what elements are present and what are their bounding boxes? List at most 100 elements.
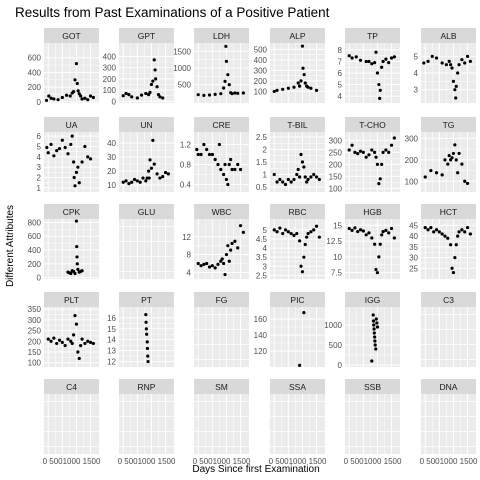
facet-strip-label: GOT (62, 31, 80, 41)
y-tick-label: 0.5 (256, 183, 268, 192)
data-point (64, 344, 67, 347)
data-point (312, 173, 315, 176)
data-point (281, 232, 284, 235)
facet-panel-pic: PIC120140160 (254, 292, 325, 367)
facet-strip-label: GPT (138, 31, 155, 41)
data-point (57, 98, 60, 101)
facet-strip-label: IGG (365, 295, 381, 305)
data-point (80, 97, 83, 100)
data-point (306, 232, 309, 235)
data-point (216, 163, 219, 166)
data-point (301, 45, 304, 48)
data-point (153, 162, 156, 165)
x-tick-labels: 0 5001000 1500 (344, 457, 402, 466)
data-point (381, 230, 384, 233)
data-point (426, 60, 429, 63)
facet-strip-label: CRE (213, 120, 231, 130)
data-point (318, 178, 321, 181)
y-tick-label: 16 (107, 314, 116, 323)
y-tick-label: 8 (338, 46, 343, 55)
data-point (75, 323, 78, 326)
data-point (273, 90, 276, 93)
y-tick-label: 10 (333, 253, 342, 262)
data-point (127, 93, 130, 96)
y-tick-label: 35 (409, 243, 418, 252)
data-point (69, 143, 72, 146)
y-tick-label: 3 (414, 86, 419, 95)
facet-panel-got: GOT 0 200 400 600 (28, 28, 99, 107)
data-point (374, 347, 377, 350)
data-point (199, 153, 202, 156)
data-point (373, 243, 376, 246)
data-point (155, 172, 158, 175)
data-point (284, 183, 287, 186)
data-point (298, 175, 301, 178)
data-point (144, 179, 147, 182)
facet-panels: GOT0200400600GPT0100200300400LDH50010001… (28, 28, 478, 466)
data-point (373, 339, 376, 342)
data-point (292, 178, 295, 181)
data-point (124, 92, 127, 95)
data-point (273, 173, 276, 176)
facet-panel-c3: C3 (421, 292, 476, 367)
y-tick-label: 4 (37, 153, 42, 162)
y-tick-label: 400 (28, 246, 42, 255)
data-point (133, 178, 136, 181)
data-point (348, 54, 351, 57)
data-point (393, 55, 396, 58)
facet-panel-rbc: RBC2.533.544.55 (256, 204, 325, 280)
data-point (365, 60, 368, 63)
data-point (225, 178, 228, 181)
data-point (145, 333, 148, 336)
data-point (350, 229, 353, 232)
data-point (429, 169, 432, 172)
data-point (154, 68, 157, 71)
data-point (155, 85, 158, 88)
data-point (450, 156, 453, 159)
data-point (424, 175, 427, 178)
data-point (376, 71, 379, 74)
facet-panel-igg: IGG05001000 (324, 292, 400, 370)
data-point (450, 66, 453, 69)
data-point (79, 94, 82, 97)
data-point (76, 82, 79, 85)
data-point (58, 339, 61, 342)
y-tick-label: 40 (409, 232, 418, 241)
y-tick-label: 4 (414, 69, 419, 78)
facet-panel-gpt: GPT0100200300400 (103, 28, 174, 106)
data-point (202, 94, 205, 97)
data-point (372, 327, 375, 330)
data-point (374, 268, 377, 271)
data-point (377, 182, 380, 185)
data-point (303, 73, 306, 76)
data-point (373, 61, 376, 64)
facet-panel-glu: GLU (119, 204, 174, 279)
data-point (370, 236, 373, 239)
facet-panel-ssa: SSA0 5001000 1500 (269, 379, 327, 466)
data-point (466, 226, 469, 229)
data-point (304, 243, 307, 246)
facet-strip-label: PIC (290, 295, 304, 305)
facet-strip-label: PLT (64, 295, 79, 305)
data-point (145, 327, 148, 330)
data-point (73, 314, 76, 317)
data-point (387, 231, 390, 234)
data-point (73, 272, 76, 275)
data-point (452, 80, 455, 83)
data-point (208, 265, 211, 268)
data-point (205, 262, 208, 265)
data-point (71, 342, 74, 345)
data-point (205, 148, 208, 151)
data-point (302, 256, 305, 259)
data-point (312, 228, 315, 231)
y-tick-label: 7 (338, 57, 343, 66)
y-tick-label: 2.5 (256, 271, 268, 280)
data-point (431, 55, 434, 58)
y-tick-label: 1.2 (180, 141, 192, 150)
data-point (301, 67, 304, 70)
data-point (315, 89, 318, 92)
facet-strip-label: FG (216, 295, 228, 305)
data-point (380, 233, 383, 236)
data-point (219, 168, 222, 171)
y-tick-label: 350 (28, 305, 42, 314)
